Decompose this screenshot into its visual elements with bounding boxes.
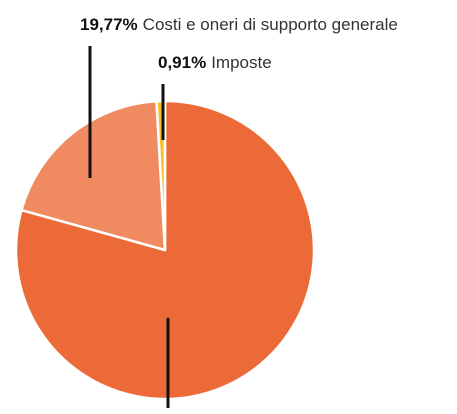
pie-slice-1	[20, 99, 167, 252]
pie-slice-0	[14, 99, 316, 401]
leader-lines	[88, 46, 170, 408]
pie-slices	[14, 99, 316, 401]
slice-label-costi: 19,77% Costi e oneri di supporto generale	[80, 15, 398, 34]
slice-label-imposte: 0,91% Imposte	[158, 53, 272, 72]
slice-value-imposte: 0,91%	[158, 53, 206, 72]
slice-value-costi: 19,77%	[80, 15, 138, 34]
slice-name-imposte: Imposte	[211, 53, 271, 72]
slice-name-costi: Costi e oneri di supporto generale	[143, 15, 398, 34]
